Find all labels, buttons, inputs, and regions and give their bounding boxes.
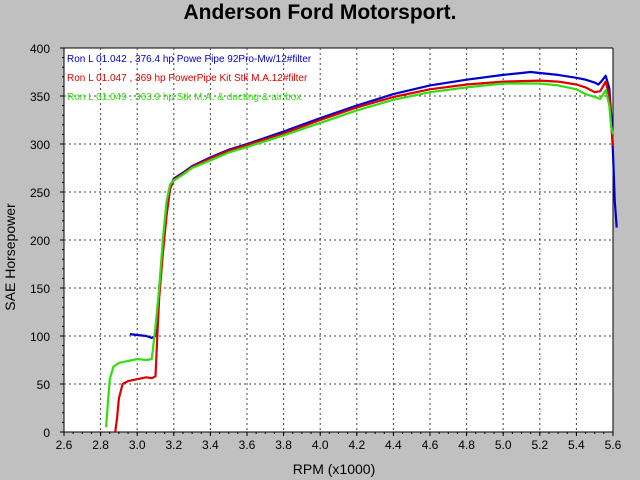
y-tick-label: 400: [30, 42, 50, 56]
x-tick-label: 4.4: [385, 438, 402, 452]
x-tick-label: 3.2: [165, 438, 182, 452]
x-tick-label: 4.6: [422, 438, 439, 452]
x-tick-label: 2.8: [92, 438, 109, 452]
y-tick-label: 100: [30, 330, 50, 344]
y-tick-label: 50: [37, 378, 51, 392]
legend-entry-2: Ron L 01.047 , 369 hp PowerPipe Kit Stk …: [67, 73, 308, 84]
x-tick-label: 3.4: [202, 438, 219, 452]
x-tick-label: 3.6: [239, 438, 256, 452]
y-tick-label: 150: [30, 282, 50, 296]
legend-entry-1: Ron L 01.042 , 376.4 hp Powe Pipe 92Pro-…: [67, 54, 312, 65]
x-tick-label: 5.0: [495, 438, 512, 452]
x-tick-label: 4.8: [458, 438, 475, 452]
legend-entry-3: Ron L 01.049 , 363.9 hp Stk M.A. & ducti…: [67, 92, 301, 103]
y-tick-label: 300: [30, 138, 50, 152]
series-line-3: [105, 82, 615, 428]
x-tick-label: 2.6: [56, 438, 73, 452]
x-axis-label: RPM (x1000): [293, 461, 375, 477]
x-tick-label: 4.2: [348, 438, 365, 452]
series-line-2: [114, 79, 615, 433]
y-axis-label: SAE Horsepower: [2, 203, 18, 311]
x-tick-label: 3.0: [129, 438, 146, 452]
x-tick-label: 5.4: [568, 438, 585, 452]
x-tick-label: 4.0: [312, 438, 329, 452]
y-tick-label: 350: [30, 90, 50, 104]
x-tick-label: 5.6: [605, 438, 622, 452]
chart-title: Anderson Ford Motorsport.: [183, 1, 457, 24]
y-tick-label: 200: [30, 234, 50, 248]
y-tick-label: 250: [30, 186, 50, 200]
x-tick-label: 3.8: [275, 438, 292, 452]
y-tick-label: 0: [43, 426, 50, 440]
x-tick-label: 5.2: [531, 438, 548, 452]
